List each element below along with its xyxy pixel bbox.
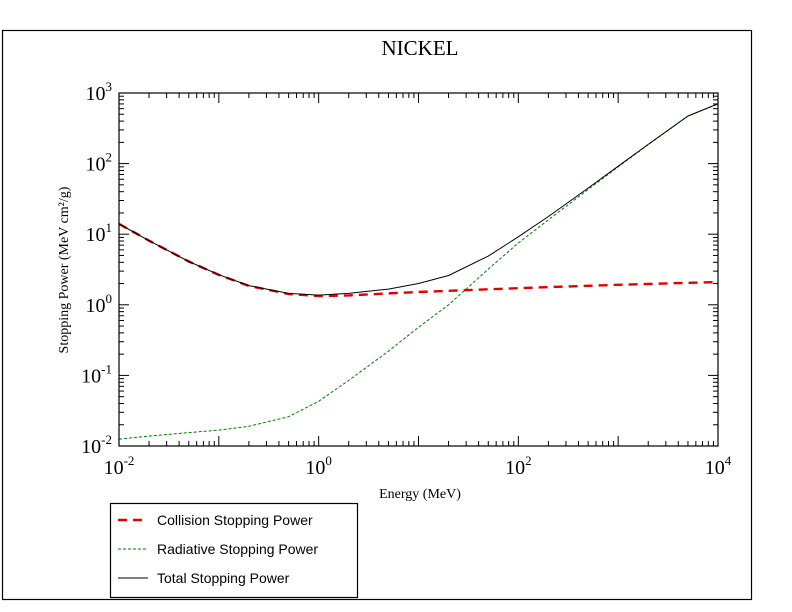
y-axis-label: Stopping Power (MeV cm²/g) [57, 186, 72, 353]
x-tick-label: 102 [505, 453, 532, 479]
legend-label: Total Stopping Power [157, 570, 290, 586]
series-line [119, 103, 718, 296]
y-tick-label: 102 [86, 150, 113, 176]
x-tick-label: 104 [705, 453, 732, 479]
chart-title: NICKEL [382, 36, 459, 60]
y-tick-label: 100 [86, 291, 113, 317]
x-tick-label: 10-2 [104, 453, 135, 479]
legend-items: Collision Stopping Power Radiative Stoppi… [118, 512, 318, 586]
axis-layer: 10-2 100 102 104 10-2 10-1 100 101 102 103 [81, 79, 732, 479]
y-tick-label: 10-2 [81, 432, 112, 458]
y-tick-label: 10-1 [81, 361, 112, 387]
legend-label: Collision Stopping Power [157, 512, 313, 528]
legend: Collision Stopping Power Radiative Stoppi… [109, 502, 359, 599]
legend-label: Radiative Stopping Power [157, 541, 318, 557]
y-tick-label: 103 [86, 79, 113, 105]
y-tick-label: 101 [86, 220, 113, 246]
legend-box [109, 502, 359, 599]
x-axis-label: Energy (MeV) [379, 487, 461, 502]
x-tick-label: 100 [305, 453, 332, 479]
plot-layer [119, 103, 718, 440]
